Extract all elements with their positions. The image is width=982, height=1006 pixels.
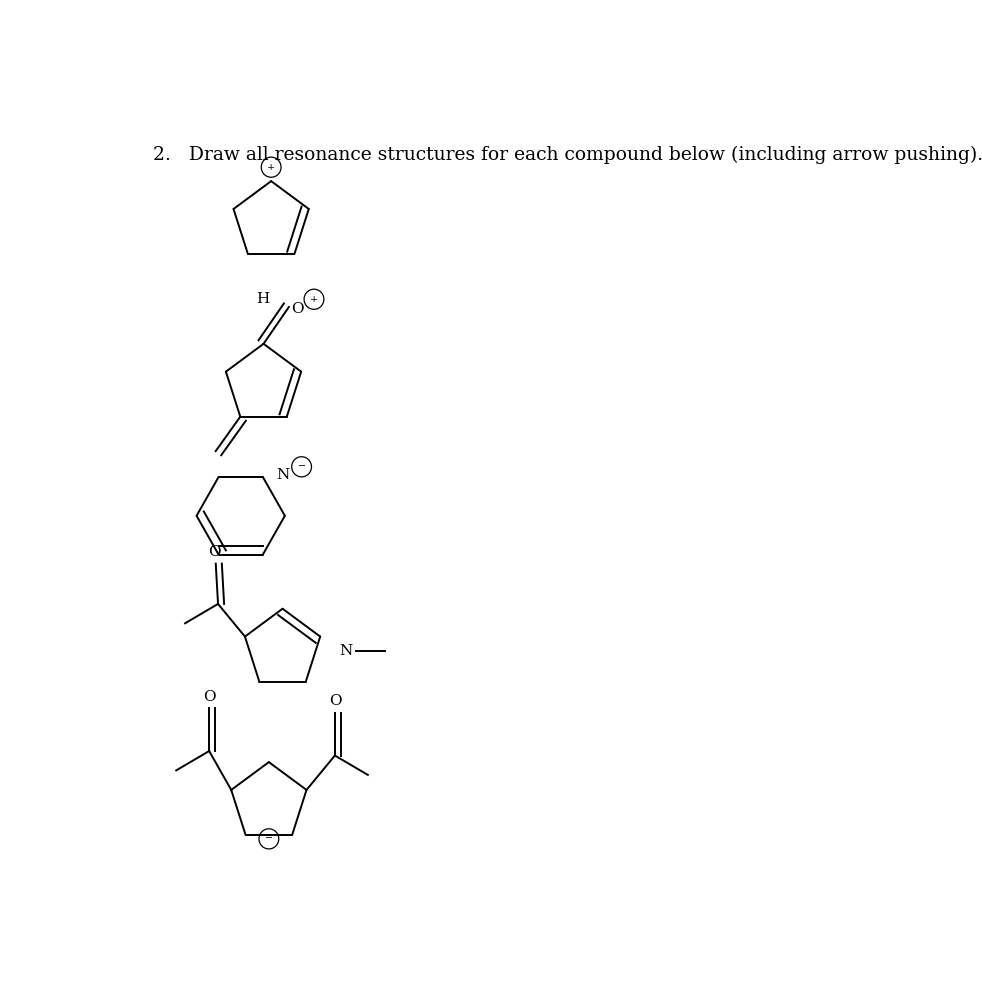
Text: H: H <box>256 293 270 306</box>
Text: O: O <box>291 302 303 316</box>
Text: O: O <box>329 694 342 708</box>
Text: 2.   Draw all resonance structures for each compound below (including arrow push: 2. Draw all resonance structures for eac… <box>153 146 982 164</box>
Text: N: N <box>277 468 290 482</box>
Text: O: O <box>208 545 221 559</box>
Text: −: − <box>298 463 305 471</box>
Text: +: + <box>310 295 318 304</box>
Text: N: N <box>339 644 353 658</box>
Text: +: + <box>267 163 275 172</box>
Text: −: − <box>265 834 273 843</box>
Text: O: O <box>203 690 216 704</box>
